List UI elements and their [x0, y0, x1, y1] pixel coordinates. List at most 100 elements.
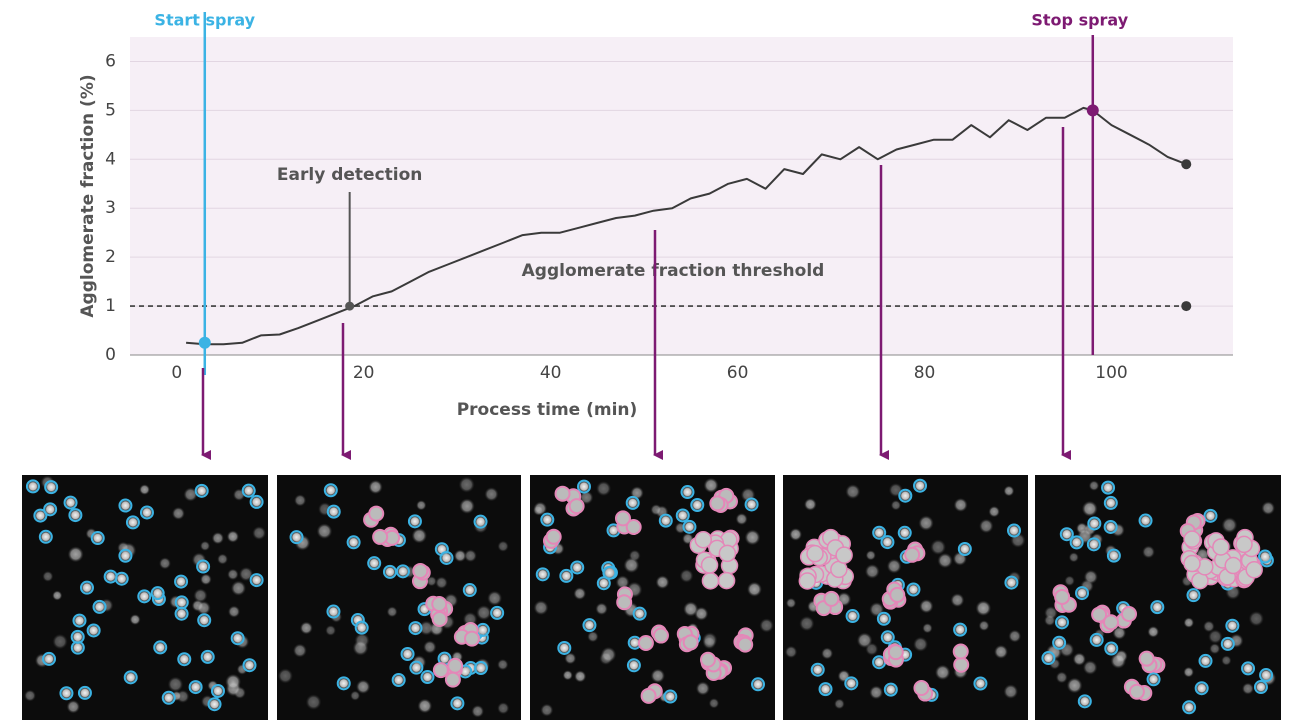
particle [1138, 513, 1153, 528]
background-particle [587, 630, 599, 643]
particle [242, 658, 257, 673]
particle [876, 611, 891, 626]
event-label: Stop spray [1031, 11, 1128, 30]
background-particle [225, 673, 242, 690]
large-agglomerate [1180, 528, 1263, 590]
agglomerate [952, 643, 970, 673]
background-particle [435, 576, 448, 589]
particle [79, 580, 94, 595]
background-particle [919, 599, 934, 614]
x-tick-label: 0 [171, 363, 182, 383]
background-particle [978, 620, 990, 631]
background-particle [423, 640, 437, 654]
background-particle [171, 506, 185, 520]
particle [1055, 615, 1070, 630]
agglomerate [363, 505, 385, 528]
particle [1004, 575, 1019, 590]
background-particle [937, 552, 953, 569]
particle [582, 618, 597, 633]
background-particle [679, 568, 694, 583]
background-particle [759, 618, 774, 633]
y-tick-label: 2 [105, 247, 116, 267]
agglomerate-particle [700, 556, 719, 574]
background-particle [211, 532, 224, 545]
particle [125, 515, 140, 530]
particle [473, 514, 488, 529]
agglomerate-particle [431, 596, 448, 613]
agglomerate-particle [737, 636, 754, 653]
background-particle [217, 553, 229, 565]
background-particle [316, 523, 333, 540]
background-particle [476, 605, 492, 621]
agglomerate [733, 627, 754, 653]
particle [150, 586, 165, 601]
agglomerate [882, 643, 904, 668]
y-tick-label: 4 [105, 149, 116, 169]
background-particle [950, 593, 965, 608]
background-particle [1248, 611, 1264, 627]
particle [626, 658, 641, 673]
background-particle [1142, 545, 1155, 559]
image-panel [530, 475, 775, 720]
image-panel [277, 475, 521, 720]
background-particle [453, 549, 467, 563]
particle [1182, 700, 1197, 715]
particle [289, 530, 304, 545]
particle [336, 676, 351, 691]
particle [44, 480, 59, 495]
background-particle [1147, 626, 1160, 638]
agglomerate [699, 651, 728, 681]
background-particle [1183, 666, 1194, 678]
particle [382, 564, 397, 579]
particle [90, 531, 105, 546]
background-particle [564, 652, 577, 665]
particle [1241, 661, 1256, 676]
particle [194, 483, 209, 498]
particle [1146, 672, 1161, 687]
particle [118, 548, 133, 563]
particle [326, 504, 341, 519]
background-particle [426, 576, 437, 587]
particle [33, 508, 48, 523]
particle [1075, 586, 1090, 601]
background-particle [1003, 485, 1015, 497]
background-particle [193, 588, 208, 603]
background-particle [416, 500, 427, 511]
plot-background [130, 37, 1233, 355]
particle [118, 498, 133, 513]
agglomerate-particle [412, 562, 429, 579]
particle [535, 567, 550, 582]
particle [1106, 548, 1121, 563]
background-particle [418, 620, 434, 636]
background-particle [785, 597, 797, 609]
background-particle [200, 540, 211, 551]
background-particle [42, 570, 54, 582]
particle [744, 497, 759, 512]
agglomerate-particle [1235, 535, 1253, 554]
background-particle [562, 670, 573, 681]
particle [139, 505, 154, 520]
agglomerate-particle [694, 530, 713, 549]
background-particle [292, 643, 307, 658]
background-particle [350, 690, 361, 701]
image-panel [22, 475, 268, 720]
y-tick-label: 1 [105, 296, 116, 316]
particle [540, 512, 555, 527]
agglomerate [614, 510, 642, 536]
particle [1253, 680, 1268, 695]
background-particle [708, 698, 720, 709]
particle [400, 646, 415, 661]
particle [123, 670, 138, 685]
background-particle [615, 575, 630, 590]
x-tick-label: 80 [914, 363, 936, 383]
particle [1069, 535, 1084, 550]
image-panels [22, 475, 1281, 720]
agglomerate-particle [913, 680, 930, 697]
background-particle [226, 530, 240, 543]
background-particle [24, 689, 36, 702]
agglomerate-particle [614, 510, 631, 527]
particle [177, 652, 192, 667]
